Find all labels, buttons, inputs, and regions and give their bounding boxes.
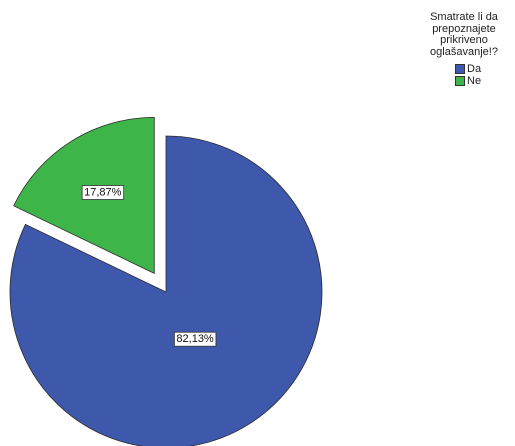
- legend-item-da: Da: [455, 63, 515, 75]
- pie-data-label-da: 82,13%: [174, 331, 217, 347]
- legend-title: Smatrate li da prepoznajete prikriveno o…: [417, 11, 511, 58]
- pie-data-label-ne: 17,87%: [81, 185, 125, 200]
- legend-swatch-ne: [455, 76, 465, 86]
- legend-label-ne: Ne: [467, 75, 482, 87]
- legend-label-da: Da: [467, 63, 482, 75]
- legend-title-line: prikriveno: [440, 34, 488, 46]
- legend-title-line: Smatrate li da: [430, 11, 498, 23]
- legend-title-line: oglašavanje!?: [430, 45, 498, 58]
- legend: Smatrate li da prepoznajete prikriveno o…: [417, 11, 515, 87]
- legend-title-line: prepoznajete: [432, 22, 496, 35]
- svg-text:17,87%: 17,87%: [84, 187, 122, 199]
- svg-text:82,13%: 82,13%: [176, 333, 214, 345]
- legend-item-ne: Ne: [455, 75, 515, 87]
- legend-swatch-da: [455, 64, 465, 74]
- pie-slice-da: [9, 135, 323, 446]
